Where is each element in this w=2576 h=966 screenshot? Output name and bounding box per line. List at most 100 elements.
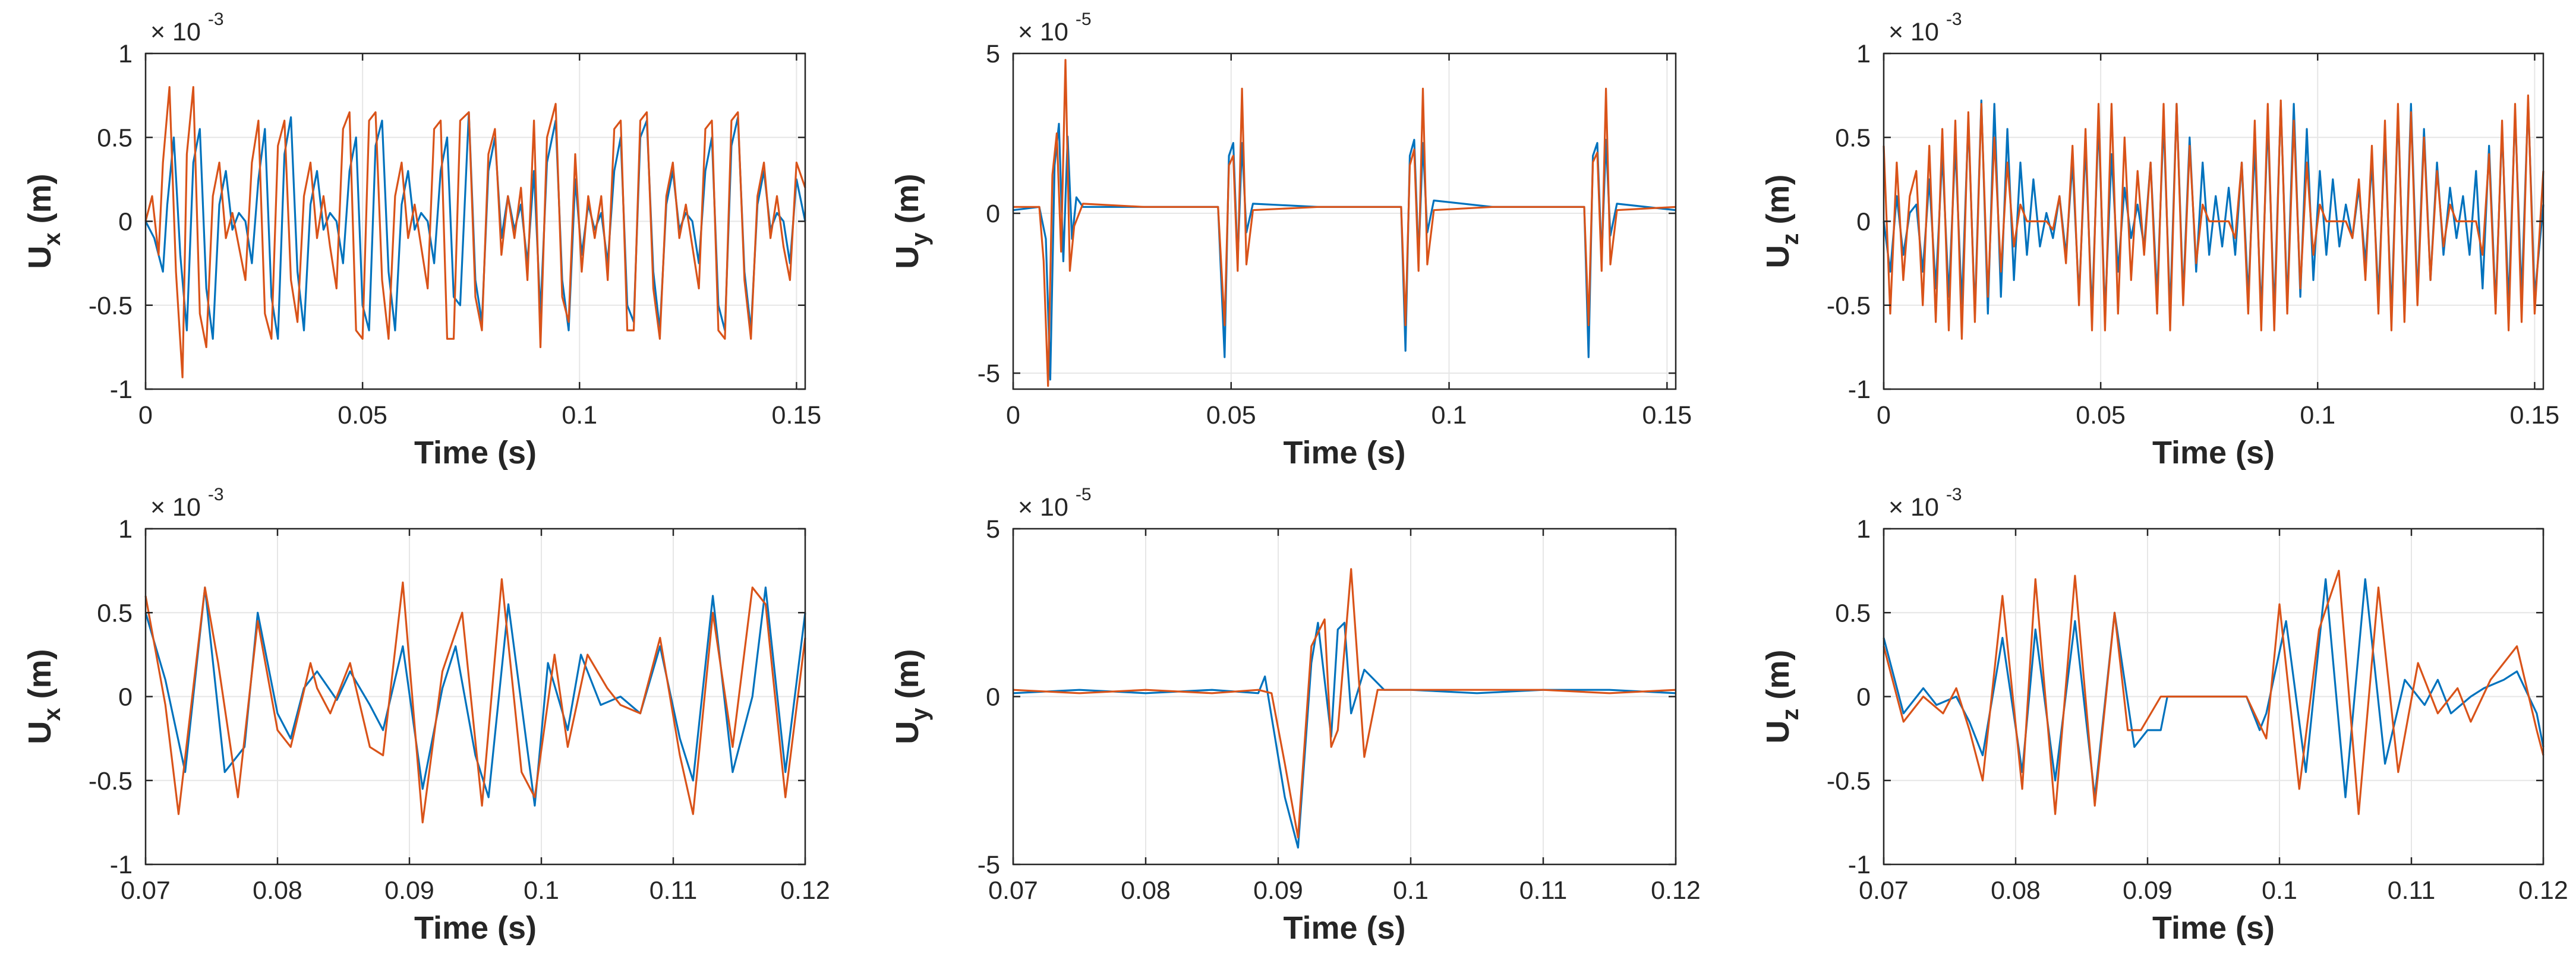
y-tick-label: 1 bbox=[1856, 515, 1871, 544]
series-line-2 bbox=[1883, 94, 2545, 340]
y-axis-label: Ux (m) bbox=[22, 649, 65, 744]
x-tick-label: 0.11 bbox=[2388, 876, 2436, 905]
y-tick-label: 0 bbox=[118, 683, 133, 712]
exponent-value: -3 bbox=[208, 10, 224, 29]
y-tick-label: 0.5 bbox=[97, 599, 133, 627]
y-tick-label: 1 bbox=[118, 40, 133, 68]
y-label-unit: (m) bbox=[1760, 650, 1796, 709]
y-axis-label: Uz (m) bbox=[1760, 650, 1803, 744]
y-tick-label: 0.5 bbox=[97, 124, 133, 152]
x-tick-label: 0.09 bbox=[1253, 876, 1303, 905]
x-tick-label: 0.07 bbox=[1859, 876, 1909, 905]
x-tick-label: 0.11 bbox=[649, 876, 698, 905]
x-tick-label: 0 bbox=[1877, 401, 1891, 430]
chart-panel-top-left: 0 0.05 0.1 0.15 -1 -0.5 0 0.5 1 × 10 -3 Time (s) Ux… bbox=[22, 10, 821, 471]
exponent-value: -5 bbox=[1076, 485, 1092, 504]
y-label-subscript: z bbox=[1777, 233, 1803, 245]
series-line-2 bbox=[144, 86, 806, 378]
series-line-1 bbox=[144, 586, 806, 807]
x-axis-label: Time (s) bbox=[2152, 435, 2275, 471]
y-label-subscript: x bbox=[39, 708, 65, 721]
x-tick-label: 0 bbox=[138, 401, 153, 430]
x-tick-label: 0.15 bbox=[2510, 401, 2560, 430]
y-label-subscript: z bbox=[1777, 708, 1803, 720]
y-label-unit: (m) bbox=[22, 649, 58, 708]
y-tick-label: -0.5 bbox=[1827, 292, 1871, 320]
x-tick-label: 0.07 bbox=[121, 876, 171, 905]
x-tick-label: 0.1 bbox=[2300, 401, 2335, 430]
x-axis-label: Time (s) bbox=[1283, 910, 1405, 946]
y-tick-label: -0.5 bbox=[89, 767, 133, 795]
y-tick-label: 1 bbox=[1856, 40, 1871, 68]
y-label-main: U bbox=[22, 721, 58, 744]
y-label-unit: (m) bbox=[890, 649, 925, 708]
series-line-2 bbox=[1013, 59, 1676, 387]
y-tick-label: 0 bbox=[986, 200, 1000, 228]
y-label-main: U bbox=[890, 721, 925, 744]
chart-panel-bottom-middle: 0.07 0.08 0.09 0.1 0.11 0.12 -5 0 5 × 10 -5 Time (… bbox=[890, 485, 1701, 946]
x-tick-label: 0.1 bbox=[1393, 876, 1429, 905]
y-tick-label: -5 bbox=[978, 359, 1000, 388]
x-tick-label: 0.08 bbox=[253, 876, 302, 905]
x-tick-label: 0.07 bbox=[988, 876, 1038, 905]
exponent-label: × 10 -3 bbox=[1888, 10, 1962, 46]
x-axis-label: Time (s) bbox=[414, 435, 537, 471]
y-label-main: U bbox=[1760, 720, 1796, 743]
y-tick-label: 0.5 bbox=[1835, 599, 1871, 627]
y-label-subscript: y bbox=[907, 708, 933, 721]
y-tick-label: 5 bbox=[986, 515, 1000, 544]
exponent-value: -3 bbox=[1946, 485, 1962, 504]
y-tick-label: 0.5 bbox=[1835, 124, 1871, 152]
y-tick-label: -1 bbox=[1848, 851, 1871, 879]
chart-panel-bottom-left: 0.07 0.08 0.09 0.1 0.11 0.12 -1 -0.5 0 0.5 1 × 10 -… bbox=[22, 485, 830, 946]
x-tick-label: 0.12 bbox=[1651, 876, 1701, 905]
x-tick-label: 0.1 bbox=[524, 876, 559, 905]
x-tick-label: 0.09 bbox=[384, 876, 434, 905]
x-tick-label: 0.05 bbox=[338, 401, 387, 430]
axes-box bbox=[1012, 52, 1677, 390]
y-tick-label: -0.5 bbox=[89, 292, 133, 320]
x-tick-label: 0.05 bbox=[1206, 401, 1256, 430]
x-tick-label: 0.05 bbox=[2076, 401, 2126, 430]
y-tick-label: 0 bbox=[1856, 208, 1871, 236]
y-tick-label: -1 bbox=[110, 851, 133, 879]
y-tick-label: 0 bbox=[118, 208, 133, 236]
y-tick-label: -5 bbox=[978, 851, 1000, 879]
x-tick-label: 0.1 bbox=[1432, 401, 1467, 430]
exponent-label: × 10 -3 bbox=[1888, 485, 1962, 522]
x-tick-label: 0.11 bbox=[1519, 876, 1568, 905]
exponent-label: × 10 -5 bbox=[1018, 485, 1092, 522]
x-tick-label: 0.12 bbox=[2518, 876, 2568, 905]
plot-area bbox=[1013, 53, 1676, 389]
x-tick-label: 0.08 bbox=[1991, 876, 2041, 905]
y-axis-label: Uz (m) bbox=[1760, 175, 1803, 269]
y-tick-label: -1 bbox=[110, 375, 133, 404]
series-line-2 bbox=[144, 578, 806, 823]
x-tick-label: 0.12 bbox=[780, 876, 830, 905]
y-tick-label: 0 bbox=[986, 683, 1000, 712]
exponent-value: -3 bbox=[1946, 10, 1962, 29]
y-label-main: U bbox=[1760, 245, 1796, 268]
exponent-label: × 10 -3 bbox=[150, 485, 224, 522]
y-label-main: U bbox=[890, 246, 925, 269]
exponent-label: × 10 -5 bbox=[1018, 10, 1092, 46]
x-axis-label: Time (s) bbox=[2152, 910, 2275, 946]
x-tick-label: 0.15 bbox=[772, 401, 822, 430]
y-axis-label: Uy (m) bbox=[890, 649, 933, 744]
y-label-subscript: y bbox=[907, 232, 933, 246]
y-label-subscript: x bbox=[39, 232, 65, 245]
series-line-2 bbox=[1883, 570, 2545, 815]
y-label-unit: (m) bbox=[890, 173, 925, 232]
x-axis-label: Time (s) bbox=[414, 910, 537, 946]
exponent-value: -3 bbox=[208, 485, 224, 504]
x-axis-label: Time (s) bbox=[1283, 435, 1405, 471]
y-tick-label: -1 bbox=[1848, 375, 1871, 404]
x-tick-label: 0.08 bbox=[1121, 876, 1171, 905]
y-label-unit: (m) bbox=[1760, 175, 1796, 233]
exponent-label: × 10 -3 bbox=[150, 10, 224, 46]
series-line-2 bbox=[1013, 568, 1676, 839]
y-tick-label: 0 bbox=[1856, 683, 1871, 712]
x-tick-label: 0.1 bbox=[562, 401, 597, 430]
y-axis-label: Uy (m) bbox=[890, 173, 933, 269]
